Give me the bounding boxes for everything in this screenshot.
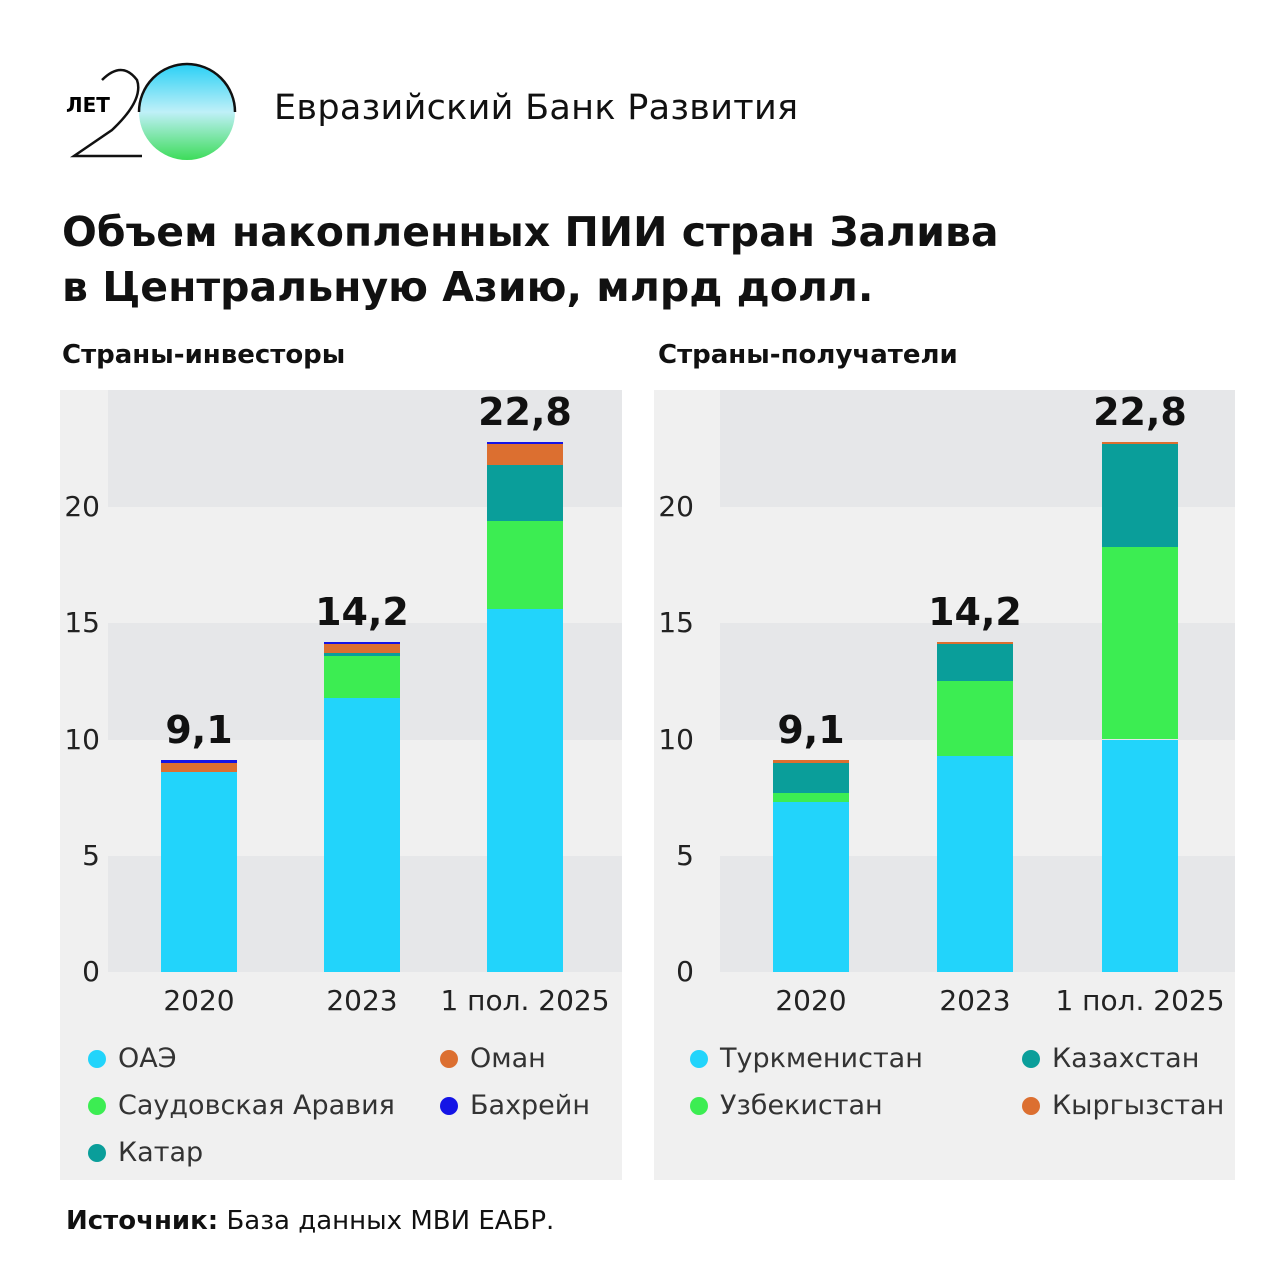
- bar-segment-Катар: [487, 465, 563, 521]
- bank-name: Евразийский Банк Развития: [274, 88, 799, 128]
- bar-segment-ОАЭ: [487, 609, 563, 972]
- legend-label: Туркменистан: [720, 1043, 923, 1074]
- legend-label: Казахстан: [1052, 1043, 1200, 1074]
- y-tick-label: 20: [64, 490, 100, 523]
- legend-label: Саудовская Аравия: [118, 1090, 395, 1121]
- title-line-1: Объем накопленных ПИИ стран Залива: [62, 208, 999, 256]
- bar-total-label: 22,8: [478, 389, 572, 434]
- bar-segment-Казахстан: [937, 644, 1013, 682]
- bar-segment-Казахстан: [773, 762, 849, 793]
- y-tick-label: 15: [658, 606, 694, 640]
- bar-segment-Бахрейн: [487, 441, 563, 445]
- bar-segment-Узбекистан: [773, 792, 849, 803]
- legend-label: ОАЭ: [118, 1043, 177, 1074]
- x-category-label: 2023: [326, 984, 398, 1017]
- bar-segment-Туркменистан: [1102, 739, 1178, 972]
- legend-dot-icon: [88, 1143, 106, 1162]
- x-category-label: 1 пол. 2025: [1055, 984, 1225, 1017]
- bar-segment-Саудовская Аравия: [487, 520, 563, 610]
- legend-dot-icon: [690, 1096, 708, 1115]
- x-category-label: 1 пол. 2025: [440, 984, 610, 1017]
- source-label: Источник:: [66, 1206, 219, 1236]
- chart-subtitle: Страны-получатели: [658, 340, 958, 370]
- legend-dot-icon: [88, 1049, 106, 1068]
- legend-dot-icon: [440, 1049, 458, 1068]
- bar-segment-Бахрейн: [324, 641, 400, 645]
- source-note: Источник: База данных МВИ ЕАБР.: [66, 1206, 554, 1236]
- legend-item[interactable]: Узбекистан: [690, 1090, 883, 1121]
- bar-segment-Катар: [324, 653, 400, 656]
- legend-label: Узбекистан: [720, 1090, 883, 1121]
- y-tick-label: 5: [676, 838, 694, 872]
- bar-segment-Оман: [161, 762, 237, 773]
- bar-segment-Узбекистан: [1102, 546, 1178, 740]
- chart-title: Объем накопленных ПИИ стран Залива в Цент…: [62, 205, 999, 315]
- bar-segment-Бахрейн: [161, 760, 237, 763]
- bar-total-label: 22,8: [1093, 389, 1187, 434]
- chart-subtitle: Страны-инвесторы: [62, 340, 346, 370]
- title-line-2: в Центральную Азию, млрд долл.: [62, 263, 874, 311]
- legend-dot-icon: [88, 1096, 106, 1115]
- y-tick-label: 10: [64, 722, 100, 756]
- legend-item[interactable]: Туркменистан: [690, 1043, 923, 1074]
- legend-item[interactable]: Бахрейн: [440, 1090, 590, 1121]
- legend-label: Катар: [118, 1137, 204, 1168]
- legend-item[interactable]: Казахстан: [1022, 1043, 1199, 1074]
- bar-segment-Оман: [324, 644, 400, 654]
- bar-segment-Туркменистан: [773, 802, 849, 972]
- legend-label: Кыргызстан: [1052, 1090, 1225, 1121]
- bar-total-label: 9,1: [777, 708, 845, 753]
- bar-segment-Узбекистан: [937, 681, 1013, 756]
- bar-segment-Казахстан: [1102, 444, 1178, 547]
- legend-item[interactable]: Оман: [440, 1043, 546, 1074]
- bar-segment-Оман: [487, 444, 563, 466]
- source-text: База данных МВИ ЕАБР.: [218, 1206, 555, 1236]
- legend-item[interactable]: Кыргызстан: [1022, 1090, 1224, 1121]
- bar-segment-ОАЭ: [324, 697, 400, 972]
- y-tick-label: 5: [82, 838, 100, 872]
- bar-segment-Кыргызстан: [937, 641, 1013, 645]
- legend-label: Бахрейн: [470, 1090, 590, 1121]
- y-tick-label: 10: [658, 722, 694, 756]
- bar-segment-Саудовская Аравия: [324, 655, 400, 698]
- legend-item[interactable]: Саудовская Аравия: [88, 1090, 395, 1121]
- legend-dot-icon: [1022, 1096, 1040, 1115]
- legend-dot-icon: [440, 1096, 458, 1115]
- y-tick-label: 0: [82, 955, 100, 988]
- legend-label: Оман: [470, 1043, 546, 1074]
- legend-item[interactable]: ОАЭ: [88, 1043, 177, 1074]
- bar-segment-Кыргызстан: [1102, 441, 1178, 445]
- x-category-label: 2020: [775, 984, 847, 1017]
- eabr-20-years-logo: ЛЕТ: [66, 62, 237, 160]
- legend-item[interactable]: Катар: [88, 1137, 203, 1168]
- bar-segment-Туркменистан: [937, 755, 1013, 972]
- legend-dot-icon: [1022, 1049, 1040, 1068]
- y-tick-label: 0: [676, 955, 694, 988]
- legend-dot-icon: [690, 1049, 708, 1068]
- x-category-label: 2023: [939, 984, 1011, 1017]
- y-tick-label: 15: [64, 606, 100, 640]
- bar-total-label: 9,1: [165, 708, 233, 753]
- y-tick-label: 20: [658, 490, 694, 523]
- svg-text:ЛЕТ: ЛЕТ: [66, 93, 110, 117]
- bar-segment-Кыргызстан: [773, 760, 849, 763]
- bar-total-label: 14,2: [315, 589, 409, 634]
- bar-total-label: 14,2: [928, 589, 1022, 634]
- x-category-label: 2020: [163, 984, 235, 1017]
- bar-segment-ОАЭ: [161, 772, 237, 972]
